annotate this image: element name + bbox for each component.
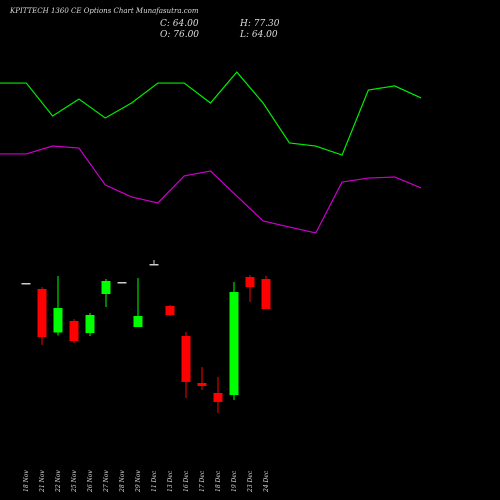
candle-body [165, 306, 175, 315]
indicator-line [0, 71, 422, 156]
candle-body [69, 321, 79, 341]
candle-body [229, 292, 239, 395]
candle-body [245, 277, 255, 287]
candle-body [85, 315, 95, 333]
x-tick-label: 29 Nov [135, 470, 142, 493]
candle-body [37, 289, 47, 337]
candle-body [53, 308, 63, 333]
x-tick-label: 21 Nov [39, 470, 46, 493]
candle-body [21, 283, 31, 285]
x-tick-label: 18 Nov [23, 470, 30, 492]
x-tick-label: 19 Dec [231, 470, 238, 492]
candle-body [149, 264, 159, 266]
x-tick-label: 22 Nov [55, 470, 62, 493]
x-tick-label: 18 Dec [215, 470, 222, 492]
x-tick-label: 13 Dec [167, 470, 174, 492]
x-tick-label: 11 Dec [151, 470, 158, 492]
ohlc-open: O: 76.00 [160, 30, 199, 40]
ohlc-close: C: 64.00 [160, 19, 199, 29]
candle-body [261, 279, 271, 309]
x-tick-label: 24 Dec [263, 470, 270, 493]
x-tick-label: 17 Dec [199, 470, 206, 492]
candle-body [181, 336, 191, 382]
candle-body [197, 383, 207, 386]
chart-title: KPITTECH 1360 CE Options Chart Munafasut… [9, 7, 199, 15]
candle-body [101, 281, 111, 294]
x-tick-label: 27 Nov [103, 470, 110, 493]
candle-body [213, 393, 223, 402]
candle-body [133, 316, 143, 327]
ohlc-high: H: 77.30 [239, 19, 280, 29]
x-tick-label: 26 Nov [87, 470, 94, 493]
x-tick-label: 16 Dec [183, 470, 190, 492]
x-tick-label: 28 Nov [119, 470, 126, 493]
candle-body [117, 282, 127, 284]
indicator-line [0, 145, 422, 234]
x-tick-label: 23 Dec [247, 470, 254, 493]
x-tick-label: 25 Nov [71, 470, 78, 493]
ohlc-low: L: 64.00 [239, 30, 278, 40]
